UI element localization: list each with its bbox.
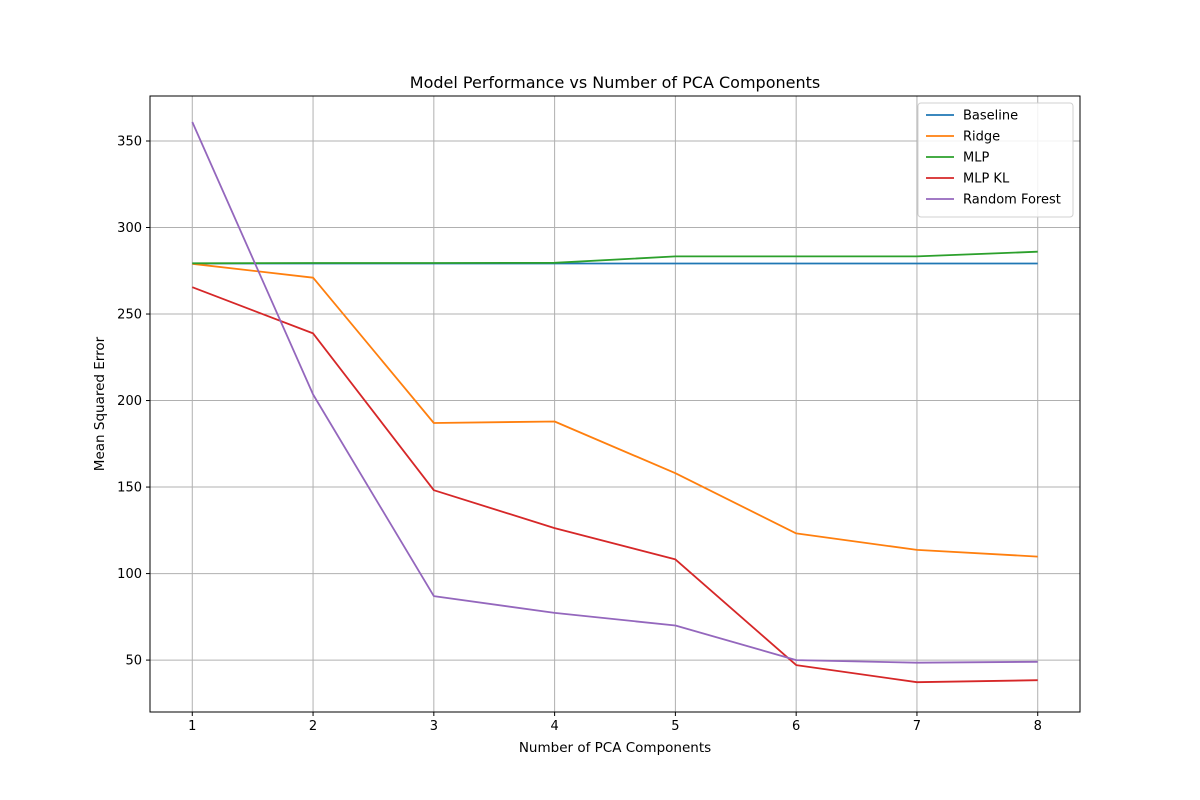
y-tick-label: 300 xyxy=(117,221,142,236)
series-line-ridge xyxy=(192,262,1038,558)
legend-label: Baseline xyxy=(963,109,1018,124)
y-tick-label: 200 xyxy=(117,394,142,409)
chart-title: Model Performance vs Number of PCA Compo… xyxy=(410,73,820,92)
x-tick-label: 3 xyxy=(430,719,438,734)
x-tick-label: 8 xyxy=(1034,719,1042,734)
x-axis-label: Number of PCA Components xyxy=(519,740,711,756)
series-lines xyxy=(191,121,1038,684)
x-tick-label: 2 xyxy=(309,719,317,734)
x-tick-label: 1 xyxy=(188,719,196,734)
y-tick-label: 50 xyxy=(125,654,142,669)
x-tick-label: 7 xyxy=(913,719,921,734)
series-line-mlp-kl xyxy=(191,286,1038,684)
legend-label: Random Forest xyxy=(963,193,1061,208)
legend: Baseline Ridge MLP MLP KL Random Forest xyxy=(917,102,1074,218)
x-tick-label: 6 xyxy=(792,719,800,734)
series-line-mlp xyxy=(192,250,1038,265)
series-line-random-forest xyxy=(191,121,1038,664)
y-tick-label: 350 xyxy=(117,134,142,149)
legend-label: Ridge xyxy=(963,130,1000,145)
y-tick-label: 250 xyxy=(117,308,142,323)
legend-label: MLP KL xyxy=(963,172,1010,187)
x-tick-label: 5 xyxy=(671,719,679,734)
x-tick-label: 4 xyxy=(550,719,558,734)
legend-box xyxy=(917,102,1074,218)
plot-frame xyxy=(149,95,1081,713)
y-tick-label: 150 xyxy=(117,481,142,496)
y-tick-label: 100 xyxy=(117,567,142,582)
y-axis-label: Mean Squared Error xyxy=(92,336,108,471)
legend-label: MLP xyxy=(963,151,989,166)
axis-ticks: 1 2 3 4 5 6 7 8 50 100 150 200 250 300 350 xyxy=(117,134,1042,734)
